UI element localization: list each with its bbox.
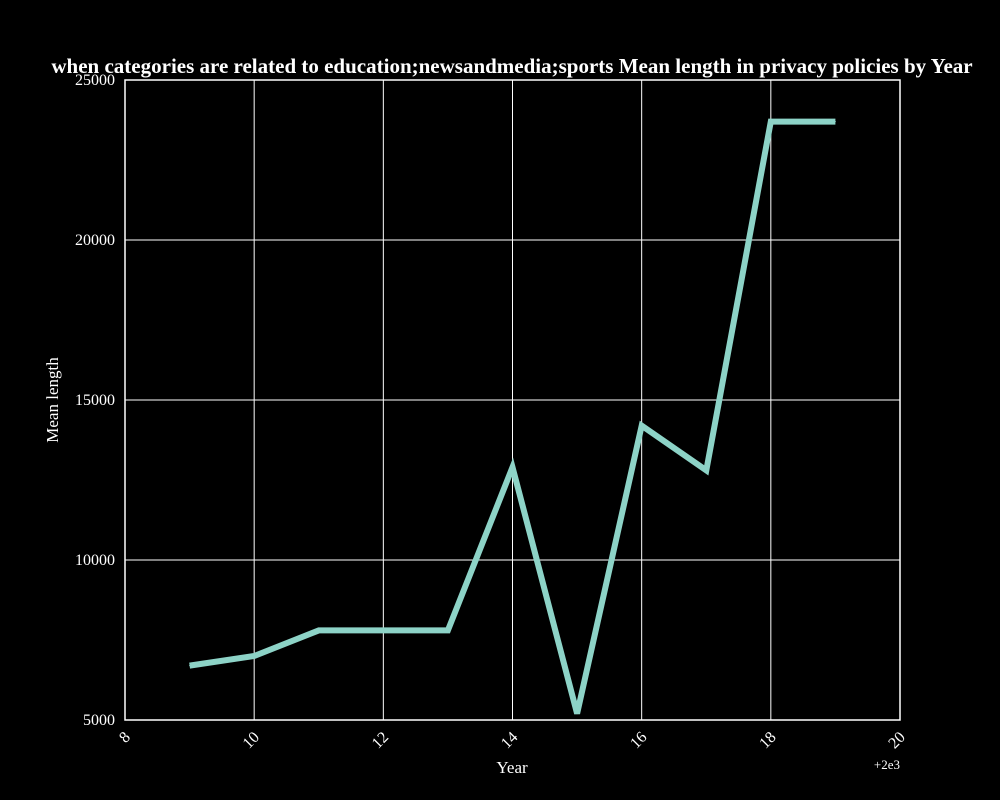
data-point [576,713,578,715]
x-offset-label: +2e3 [874,757,900,772]
data-point [382,629,384,631]
y-tick-label: 15000 [75,392,115,409]
data-point [641,425,643,427]
x-axis-label: Year [496,758,528,777]
y-tick-labels: 5000 10000 15000 20000 25000 [75,72,115,729]
data-point [834,121,836,123]
data-point [705,469,707,471]
plot-frame [124,79,901,721]
data-point [512,466,513,468]
chart-title: when categories are related to education… [51,54,972,78]
y-tick-label: 20000 [75,232,115,249]
y-axis-label: Mean length [43,357,62,443]
y-tick-label: 25000 [75,72,115,89]
data-point [189,665,191,667]
data-point [447,629,449,631]
series-group [189,118,836,715]
data-point [770,121,772,123]
data-point [318,629,320,631]
y-tick-label: 10000 [75,552,115,569]
y-tick-label: 5000 [83,712,115,729]
data-point [253,655,255,657]
